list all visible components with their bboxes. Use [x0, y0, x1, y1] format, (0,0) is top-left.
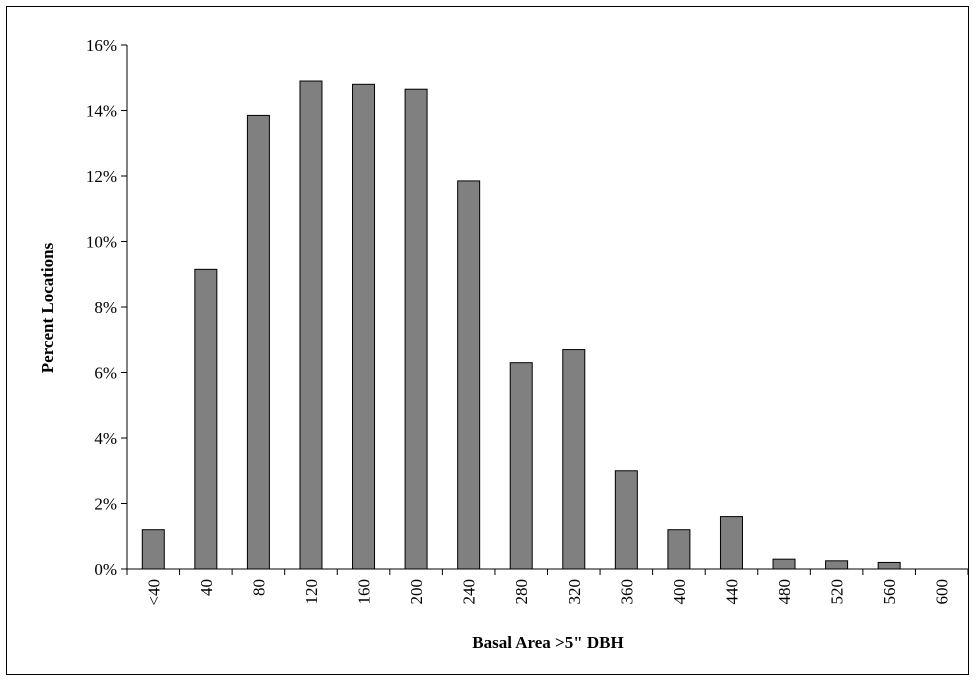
- bar-560: [877, 561, 901, 570]
- bar-480: [772, 558, 796, 570]
- bar-320: [562, 349, 586, 570]
- bar-80: [246, 114, 270, 570]
- x-axis-title: Basal Area >5" DBH: [472, 633, 624, 652]
- y-tick-label: 6%: [94, 364, 117, 383]
- bar-lt40: [141, 529, 165, 570]
- bars-group: [141, 80, 901, 570]
- x-tick-label: 560: [880, 579, 899, 605]
- y-tick-label: 8%: [94, 298, 117, 317]
- bar-280: [509, 362, 533, 570]
- x-tick-label: 120: [302, 579, 321, 605]
- x-tick-label: <40: [144, 579, 163, 606]
- y-tick-label: 10%: [86, 233, 117, 252]
- y-tick-label: 2%: [94, 495, 117, 514]
- y-ticks-group: 0% 2% 4% 6% 8% 10% 12% 14% 16%: [86, 36, 127, 579]
- bar-40: [194, 268, 218, 570]
- chart-frame: [6, 6, 969, 675]
- x-tick-label: 280: [512, 579, 531, 605]
- bar-160: [352, 83, 376, 570]
- x-tick-label: 320: [565, 579, 584, 605]
- bar-440: [719, 516, 743, 570]
- x-tick-label: 600: [933, 579, 952, 605]
- x-tick-label: 360: [617, 579, 636, 605]
- x-tick-label: 440: [722, 579, 741, 605]
- x-tick-label: 160: [355, 579, 374, 605]
- y-tick-label: 4%: [94, 429, 117, 448]
- y-tick-label: 12%: [86, 167, 117, 186]
- bar-520: [825, 560, 849, 570]
- bar-200: [404, 88, 428, 570]
- y-tick-label: 0%: [94, 560, 117, 579]
- y-axis-title: Percent Locations: [38, 242, 57, 373]
- x-tick-label: 240: [460, 579, 479, 605]
- bar-240: [457, 180, 481, 570]
- x-tick-label: 80: [249, 579, 268, 596]
- y-tick-label: 16%: [86, 36, 117, 55]
- x-ticks-group: <40 40 80 120 160 200 240 280 320 360 400 440 480 520…: [126, 569, 969, 606]
- bar-400: [667, 529, 691, 570]
- bar-360: [614, 470, 638, 570]
- x-tick-label: 480: [775, 579, 794, 605]
- y-tick-label: 14%: [86, 102, 117, 121]
- x-tick-label: 520: [828, 579, 847, 605]
- bar-120: [299, 80, 323, 570]
- x-tick-label: 200: [407, 579, 426, 605]
- x-tick-label: 40: [197, 579, 216, 596]
- x-tick-label: 400: [670, 579, 689, 605]
